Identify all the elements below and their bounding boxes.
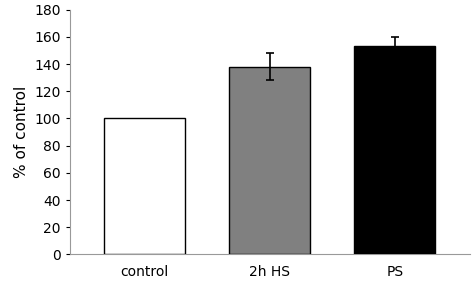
Bar — [104, 119, 185, 254]
Y-axis label: % of control: % of control — [14, 86, 28, 178]
Bar — [354, 46, 436, 254]
Bar — [229, 67, 310, 254]
